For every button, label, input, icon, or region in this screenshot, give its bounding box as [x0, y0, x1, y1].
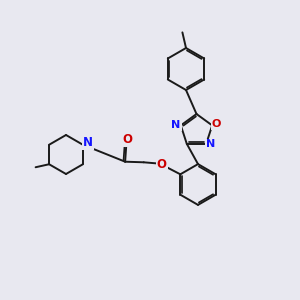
- Text: N: N: [171, 120, 181, 130]
- Text: N: N: [83, 136, 93, 149]
- Text: O: O: [157, 158, 167, 171]
- Text: N: N: [206, 140, 216, 149]
- Text: O: O: [122, 133, 132, 146]
- Text: O: O: [212, 119, 221, 129]
